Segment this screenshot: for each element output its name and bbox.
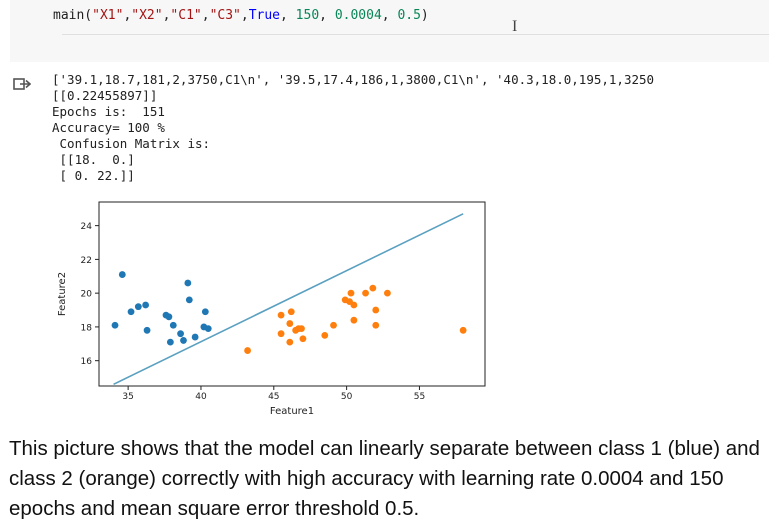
call-suffix: ) xyxy=(420,8,429,23)
class1-point xyxy=(134,303,142,311)
y-axis: 16 18 20 22 24 xyxy=(81,222,99,367)
class2-point xyxy=(384,289,391,297)
decision-boundary-line xyxy=(113,213,464,386)
class1-point xyxy=(111,321,119,329)
y-tick-label: 18 xyxy=(81,323,93,333)
arg-x1: "X1" xyxy=(92,8,124,23)
output-line: Epochs is: 151 xyxy=(52,104,165,119)
output-line: Confusion Matrix is: xyxy=(52,136,211,151)
class2-point xyxy=(372,321,380,329)
arg-x2: "X2" xyxy=(131,8,163,23)
class2-point xyxy=(369,284,377,292)
class2-point xyxy=(321,331,329,339)
class2-point xyxy=(286,320,294,327)
class1-point xyxy=(204,325,212,333)
x-tick-label: 40 xyxy=(195,392,207,402)
comma: , xyxy=(381,8,398,23)
class1-point xyxy=(118,271,126,278)
arg-epochs: 150 xyxy=(295,8,320,23)
class1-point xyxy=(166,338,174,346)
class2-point xyxy=(350,301,358,309)
y-tick-label: 24 xyxy=(81,222,93,232)
class2-point xyxy=(277,311,285,319)
output-line: Accuracy= 100 % xyxy=(52,120,165,135)
y-tick-label: 20 xyxy=(81,290,93,300)
class2-point xyxy=(287,308,295,316)
class1-point xyxy=(201,308,209,316)
cell-output: ['39.1,18.7,181,2,3750,C1\n', '39.5,17.4… xyxy=(52,72,654,184)
data-points xyxy=(111,271,467,354)
class2-point xyxy=(372,306,380,314)
x-tick-label: 50 xyxy=(341,392,353,402)
class2-point xyxy=(330,321,337,329)
class1-point xyxy=(177,330,184,338)
class2-point xyxy=(298,325,305,333)
arg-c3: "C3" xyxy=(209,8,241,23)
comma: , xyxy=(240,8,249,23)
arg-lr: 0.0004 xyxy=(334,8,382,23)
output-redirect-icon[interactable] xyxy=(13,76,31,92)
class2-point xyxy=(286,338,294,346)
x-axis: 35 40 45 50 55 xyxy=(122,386,425,402)
caption-text: This picture shows that the model can li… xyxy=(9,437,760,520)
class1-point xyxy=(191,333,199,341)
output-line: ['39.1,18.7,181,2,3750,C1\n', '39.5,17.4… xyxy=(52,72,655,87)
plot-area xyxy=(98,201,486,387)
arg-c1: "C1" xyxy=(170,8,202,23)
class2-point xyxy=(362,289,369,297)
class1-point xyxy=(142,301,150,309)
comma: , xyxy=(319,8,335,23)
output-line: [ 0. 22.]] xyxy=(52,168,135,183)
x-tick-label: 35 xyxy=(122,392,133,402)
y-tick-label: 22 xyxy=(81,256,92,266)
comma: , xyxy=(123,8,132,23)
x-axis-label: Feature1 xyxy=(270,406,314,417)
y-axis-label: Feature2 xyxy=(57,272,68,316)
call-prefix: main( xyxy=(53,8,93,23)
comma: , xyxy=(162,8,171,23)
x-tick-label: 55 xyxy=(414,392,425,402)
class2-point xyxy=(350,316,358,324)
class2-point xyxy=(277,330,285,338)
class1-point xyxy=(184,279,192,287)
scatter-chart: 16 18 20 22 24 35 40 45 50 55 Feature1 Feature2 xyxy=(57,201,486,417)
code-line[interactable]: main("X1", ,"X2","C1","C3",True, 150, 0.… xyxy=(53,8,429,23)
output-line: [[0.22455897]] xyxy=(52,88,158,103)
class2-point xyxy=(299,335,307,343)
code-cell[interactable]: main("X1", ,"X2","C1","C3",True, 150, 0.… xyxy=(10,0,769,62)
class1-point xyxy=(185,296,193,304)
arg-bool: True xyxy=(248,8,281,23)
class2-point xyxy=(459,326,467,334)
comma: , xyxy=(280,8,296,23)
class2-point xyxy=(347,289,355,297)
x-tick-label: 45 xyxy=(268,392,279,402)
class1-point xyxy=(169,321,177,329)
class1-point xyxy=(127,308,135,316)
text-cursor-icon: I xyxy=(512,18,518,35)
class1-point xyxy=(143,326,151,334)
y-tick-label: 16 xyxy=(81,357,93,367)
comma: , xyxy=(201,8,210,23)
output-line: [[18. 0.] xyxy=(52,152,135,167)
code-cell-divider xyxy=(62,34,769,35)
arg-threshold: 0.5 xyxy=(397,8,421,23)
class2-point xyxy=(244,347,251,354)
class1-point xyxy=(180,337,187,344)
class1-point xyxy=(165,313,173,321)
